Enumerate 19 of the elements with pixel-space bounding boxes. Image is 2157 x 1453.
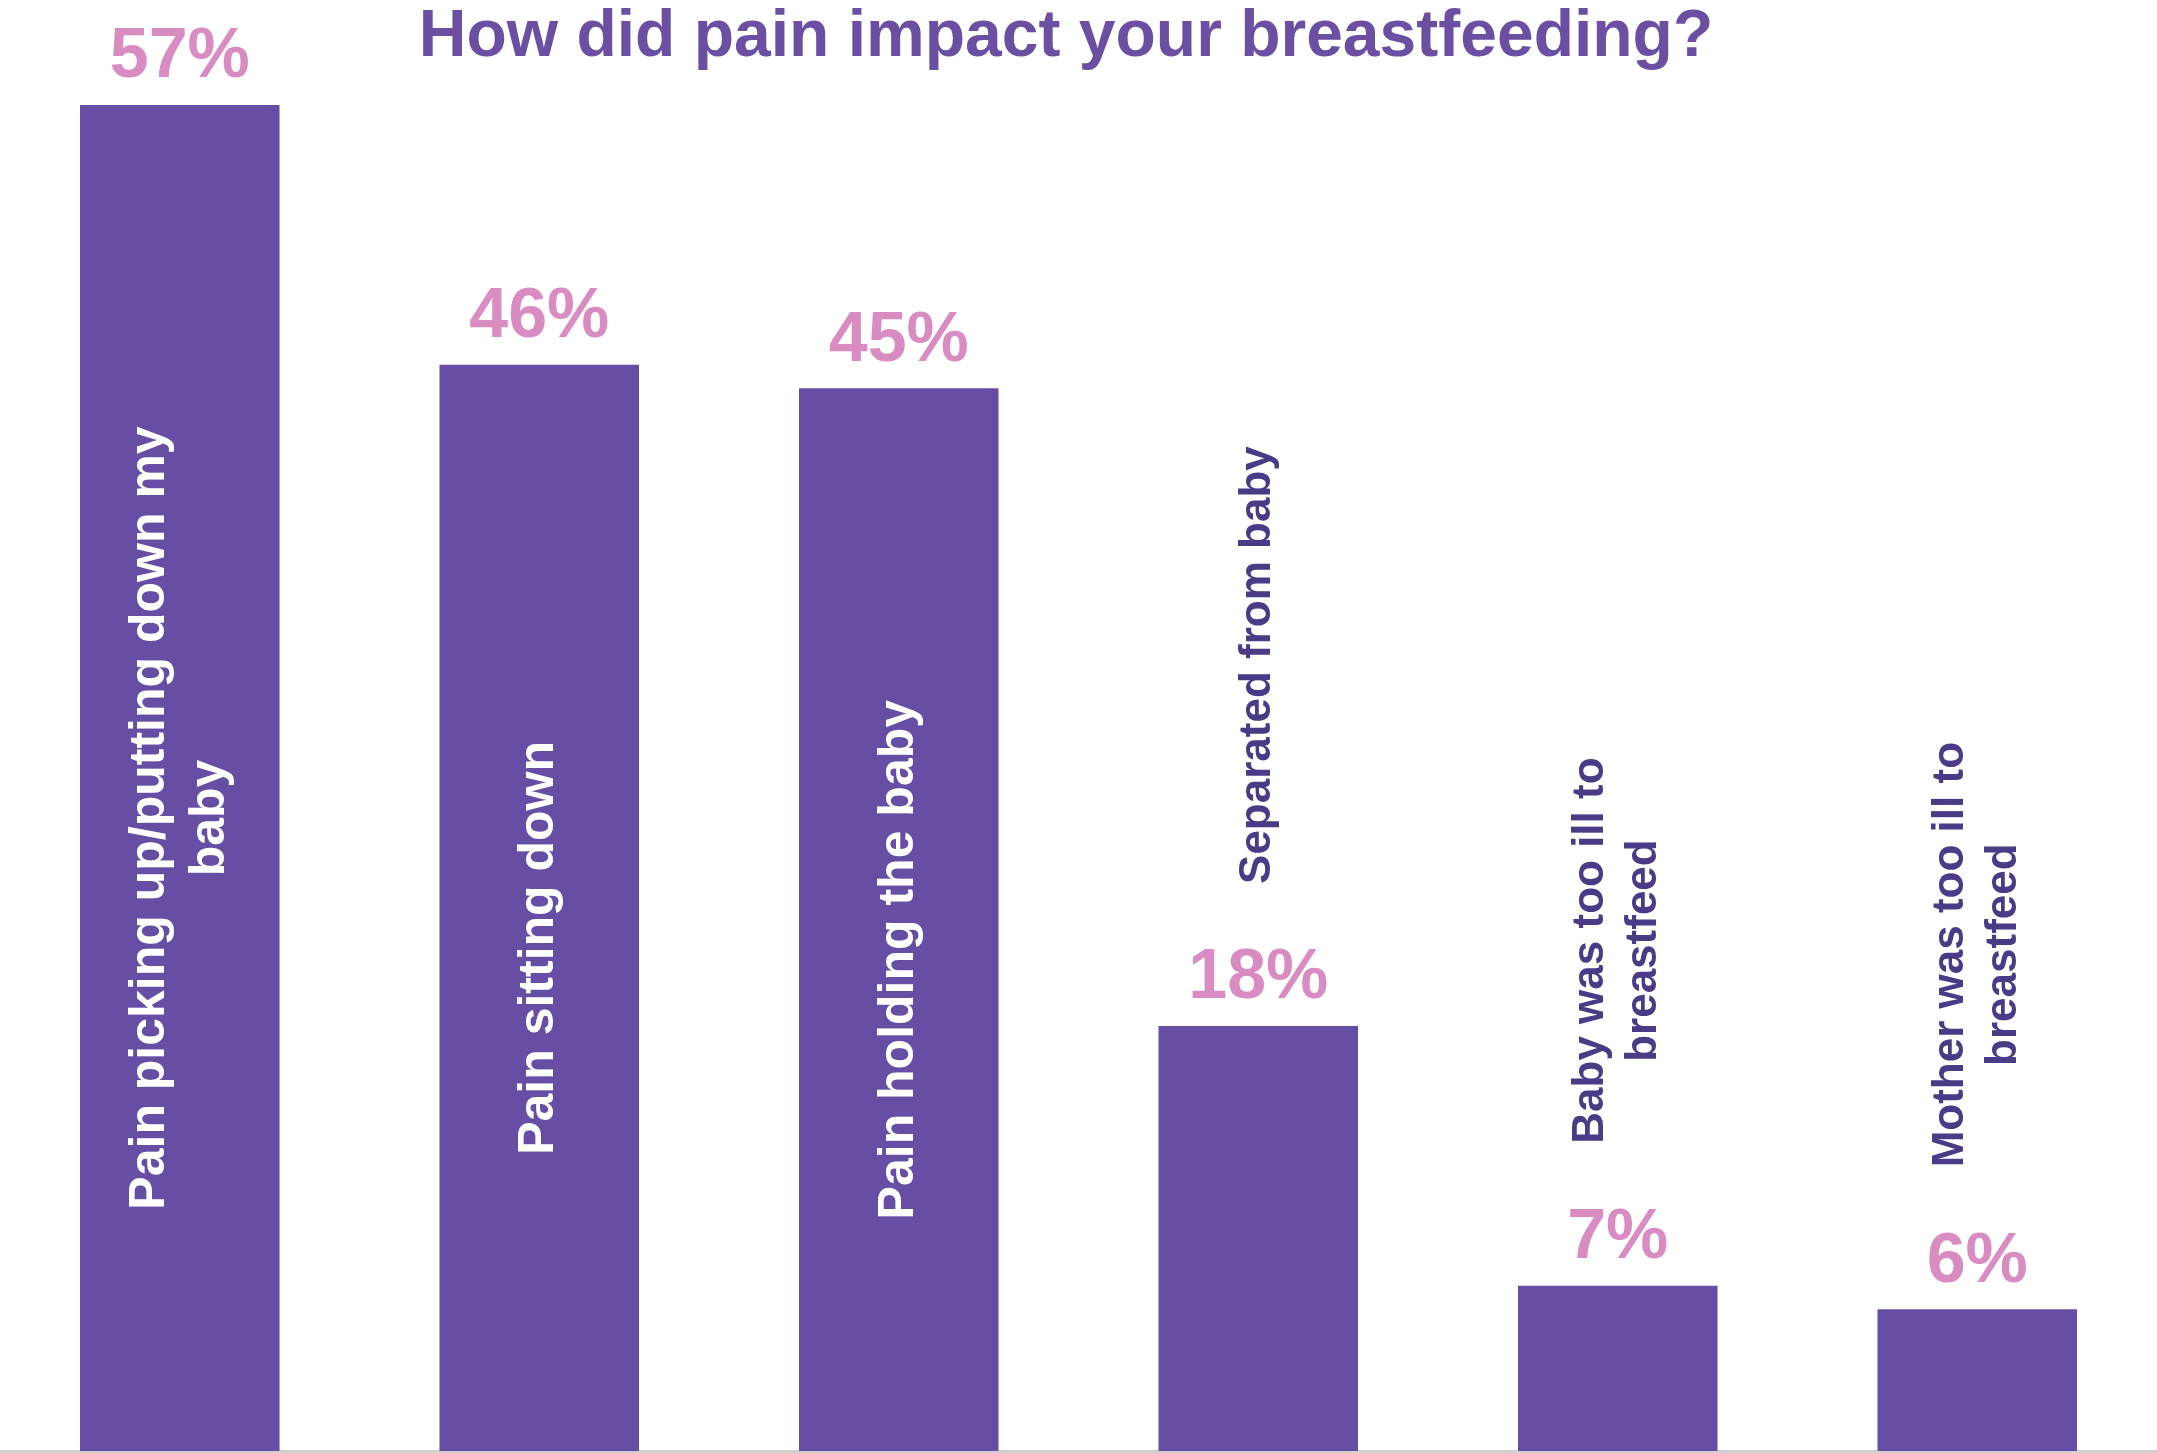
chart-title: How did pain impact your breastfeeding? [418,0,1714,71]
x-tick-label: Mother was too ill to breastfeed [1922,741,2025,1168]
data-label: 18% [1188,935,1329,1014]
x-tick-label: Pain holding the baby [867,699,924,1220]
bar [79,105,280,1451]
bar [798,388,999,1451]
bar [1158,1025,1359,1451]
bar [1517,1285,1718,1451]
data-label: 57% [109,14,250,93]
data-label: 6% [1926,1218,2028,1297]
data-label: 7% [1567,1195,1669,1273]
x-tick-label: Baby was too ill to breastfeed [1563,757,1666,1144]
x-tick-label: Pain sitting down [508,740,565,1155]
bar [439,364,640,1451]
x-tick-label: Pain picking up/putting down my baby [118,426,235,1210]
bar [1877,1309,2078,1451]
data-label: 45% [828,297,969,376]
x-tick-label: Separated from baby [1230,445,1280,884]
data-label: 46% [469,274,610,353]
